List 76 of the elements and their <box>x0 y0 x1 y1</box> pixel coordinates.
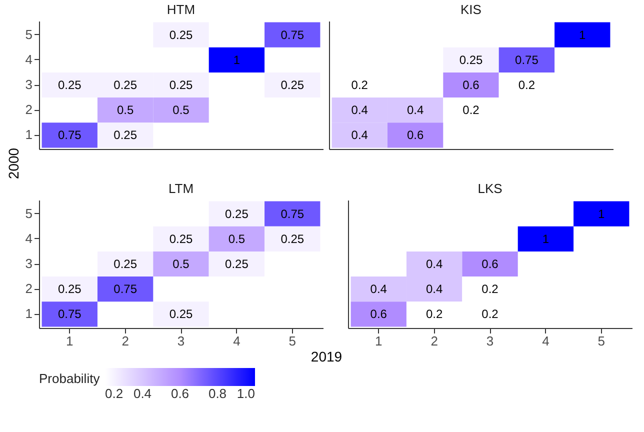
data-label: 0.25 <box>169 307 193 322</box>
x-tick-label: 1 <box>66 334 74 348</box>
data-label: 0.4 <box>426 282 443 296</box>
data-label: 1 <box>542 232 550 246</box>
data-label: 1 <box>579 28 586 42</box>
data-label: 0.25 <box>114 78 138 92</box>
data-label: 0.5 <box>116 103 134 118</box>
x-tick-label: 2 <box>430 334 438 348</box>
data-label: 0.75 <box>58 307 82 322</box>
chart-title: HTM <box>166 2 196 17</box>
color-bar-label: 1.0 <box>236 386 255 401</box>
data-label: 0.4 <box>351 103 368 118</box>
data-label: 0.6 <box>462 78 480 92</box>
data-label: 0.2 <box>351 78 368 92</box>
data-label: 0.25 <box>225 257 249 271</box>
data-label: 0.25 <box>169 232 193 246</box>
data-label: 0.25 <box>58 282 82 296</box>
data-label: 0.25 <box>280 78 304 92</box>
data-label: 0.25 <box>280 232 304 246</box>
x-tick-label: 4 <box>542 334 550 348</box>
data-label: 1 <box>598 206 606 221</box>
y-tick-label: 2 <box>25 281 32 296</box>
y-tick-label: 1 <box>25 127 32 142</box>
y-axis-title: 2000 <box>5 148 22 180</box>
color-bar-title: Probability <box>39 371 100 386</box>
chart-title: KIS <box>460 2 482 17</box>
x-tick-label: 5 <box>288 334 296 348</box>
data-label: 0.2 <box>426 307 443 322</box>
x-tick-label: 4 <box>233 334 240 348</box>
data-label: 0.5 <box>172 103 190 118</box>
y-tick-label: 5 <box>25 26 32 42</box>
data-label: 0.25 <box>225 206 249 221</box>
x-tick-label: 1 <box>375 334 382 348</box>
x-axis-title: 2019 <box>310 348 342 364</box>
x-tick-label: 3 <box>177 334 185 348</box>
y-tick-label: 2 <box>25 102 32 118</box>
data-label: 0.2 <box>482 282 499 296</box>
x-tick-label: 3 <box>486 334 494 348</box>
data-label: 0.25 <box>169 78 193 92</box>
data-label: 0.6 <box>370 307 388 322</box>
color-bar-label: 0.2 <box>105 386 124 401</box>
y-tick-label: 3 <box>25 256 32 271</box>
data-label: 0.25 <box>459 52 483 67</box>
chart-title: LTM <box>168 181 194 196</box>
data-label: 0.25 <box>114 257 138 271</box>
data-label: 1 <box>233 52 240 67</box>
data-label: 0.4 <box>351 128 368 142</box>
color-bar-label: 0.6 <box>170 386 190 401</box>
y-tick-label: 4 <box>25 52 32 67</box>
data-label: 0.4 <box>406 103 424 118</box>
color-bar-label: 0.8 <box>208 386 227 401</box>
data-label: 0.5 <box>228 232 246 246</box>
data-label: 0.2 <box>518 78 536 92</box>
y-tick-label: 1 <box>25 306 32 322</box>
x-tick-label: 2 <box>122 334 129 348</box>
data-label: 0.25 <box>169 28 193 42</box>
data-label: 0.25 <box>114 128 138 142</box>
data-label: 0.75 <box>114 282 138 296</box>
data-label: 0.75 <box>280 206 304 221</box>
data-label: 0.75 <box>515 52 539 67</box>
data-label: 0.25 <box>58 78 82 92</box>
x-tick-label: 5 <box>598 334 605 348</box>
data-label: 0.6 <box>482 257 499 271</box>
data-label: 0.75 <box>58 128 82 142</box>
data-label: 0.75 <box>280 28 304 42</box>
color-bar-label: 0.4 <box>133 386 152 401</box>
data-label: 0.2 <box>482 307 499 322</box>
chart-title: LKS <box>478 181 503 196</box>
data-label: 0.5 <box>172 257 190 271</box>
y-tick-label: 5 <box>25 206 32 221</box>
data-label: 0.6 <box>406 128 424 142</box>
data-label: 0.4 <box>426 257 443 271</box>
y-tick-label: 4 <box>25 230 32 246</box>
data-label: 0.2 <box>462 103 480 118</box>
data-label: 0.4 <box>370 282 388 296</box>
y-tick-label: 3 <box>25 77 32 92</box>
